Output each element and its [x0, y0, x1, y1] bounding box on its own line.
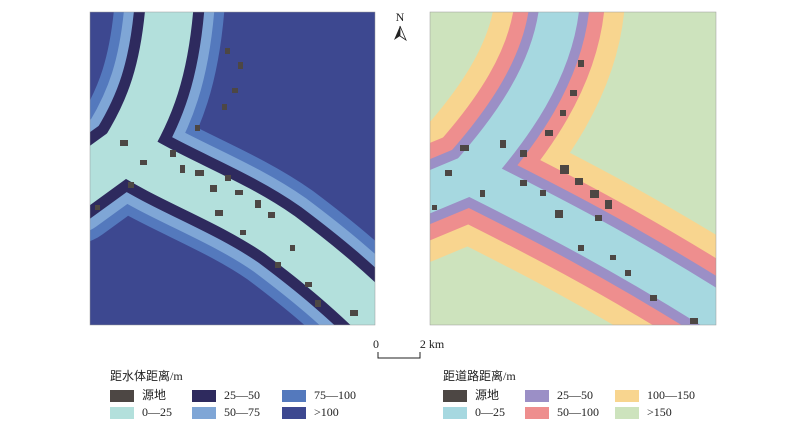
- legend-swatch: [615, 390, 639, 402]
- legend-swatch: [525, 407, 549, 419]
- road-distance-map: [430, 12, 716, 325]
- legend-swatch: [525, 390, 549, 402]
- legend-label: 25—50: [224, 388, 260, 402]
- legend-swatch: [192, 390, 216, 402]
- legend-label: 源地: [475, 388, 499, 402]
- legend-swatch: [282, 407, 306, 419]
- legend-label: 75—100: [314, 388, 356, 402]
- legend-label: 源地: [142, 388, 166, 402]
- legend-label: 25—50: [557, 388, 593, 402]
- north-arrow: N: [394, 10, 407, 42]
- legend-swatch: [443, 390, 467, 402]
- scale-bar: 0 2 km: [373, 337, 445, 359]
- north-label: N: [396, 10, 405, 24]
- scale-start: 0: [373, 337, 379, 351]
- legend-label: >100: [314, 405, 339, 419]
- legend-swatch: [282, 390, 306, 402]
- legend-swatch: [110, 390, 134, 402]
- map-frame: [429, 11, 717, 326]
- legend-swatch: [110, 407, 134, 419]
- legend-label: >150: [647, 405, 672, 419]
- water-distance-map: [90, 12, 375, 325]
- map-frame: [89, 11, 376, 326]
- legend-label: 50—100: [557, 405, 599, 419]
- legend-swatch: [615, 407, 639, 419]
- legend-title: 距水体距离/m: [110, 368, 183, 383]
- scale-end: 2 km: [420, 337, 445, 351]
- legend-label: 100—150: [647, 388, 695, 402]
- legend-label: 50—75: [224, 405, 260, 419]
- legend-label: 0—25: [475, 405, 505, 419]
- legends: 距水体距离/m 源地 25—50 75—100 0—25 50—75 >100 距道路距离/m…: [110, 368, 695, 419]
- legend-title: 距道路距离/m: [443, 368, 516, 383]
- legend-swatch: [443, 407, 467, 419]
- legend-label: 0—25: [142, 405, 172, 419]
- legend-swatch: [192, 407, 216, 419]
